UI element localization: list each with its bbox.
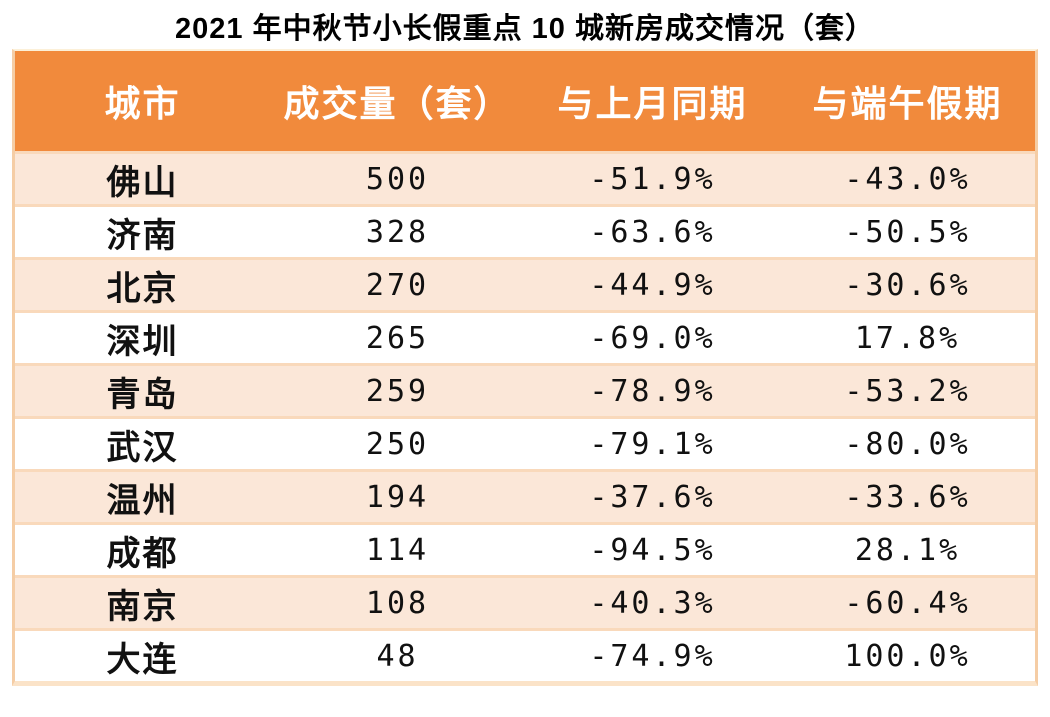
value-cell: -60.4%: [780, 575, 1035, 628]
table-row: 佛山 500 -51.9% -43.0%: [15, 151, 1035, 204]
header-row: 城市 成交量（套） 与上月同期 与端午假期: [15, 51, 1035, 151]
value-cell: -37.6%: [525, 469, 780, 522]
value-cell: -30.6%: [780, 257, 1035, 310]
value-cell: -79.1%: [525, 416, 780, 469]
value-cell: 108: [270, 575, 525, 628]
value-cell: 48: [270, 628, 525, 681]
value-cell: -63.6%: [525, 204, 780, 257]
city-cell: 深圳: [15, 310, 270, 363]
city-cell: 青岛: [15, 363, 270, 416]
table-row: 武汉 250 -79.1% -80.0%: [15, 416, 1035, 469]
value-cell: 17.8%: [780, 310, 1035, 363]
data-table: 城市 成交量（套） 与上月同期 与端午假期 佛山 500 -51.9% -43.0% 济南 32…: [12, 49, 1038, 686]
city-cell: 济南: [15, 204, 270, 257]
value-cell: -94.5%: [525, 522, 780, 575]
value-cell: 28.1%: [780, 522, 1035, 575]
table-head: 城市 成交量（套） 与上月同期 与端午假期: [15, 51, 1035, 151]
table-row: 济南 328 -63.6% -50.5%: [15, 204, 1035, 257]
table-row: 青岛 259 -78.9% -53.2%: [15, 363, 1035, 416]
value-cell: 194: [270, 469, 525, 522]
city-cell: 大连: [15, 628, 270, 681]
table-row: 北京 270 -44.9% -30.6%: [15, 257, 1035, 310]
value-cell: -80.0%: [780, 416, 1035, 469]
column-header: 成交量（套）: [270, 51, 525, 151]
value-cell: 100.0%: [780, 628, 1035, 681]
table-row: 南京 108 -40.3% -60.4%: [15, 575, 1035, 628]
value-cell: 265: [270, 310, 525, 363]
table-row: 成都 114 -94.5% 28.1%: [15, 522, 1035, 575]
value-cell: -40.3%: [525, 575, 780, 628]
city-cell: 温州: [15, 469, 270, 522]
table-body: 佛山 500 -51.9% -43.0% 济南 328 -63.6% -50.5% 北京 270-…: [15, 151, 1035, 681]
value-cell: -33.6%: [780, 469, 1035, 522]
value-cell: -74.9%: [525, 628, 780, 681]
city-cell: 成都: [15, 522, 270, 575]
value-cell: -50.5%: [780, 204, 1035, 257]
column-header: 与端午假期: [780, 51, 1035, 151]
value-cell: -51.9%: [525, 151, 780, 204]
city-cell: 南京: [15, 575, 270, 628]
value-cell: 250: [270, 416, 525, 469]
value-cell: 270: [270, 257, 525, 310]
column-header: 与上月同期: [525, 51, 780, 151]
table-row: 温州 194 -37.6% -33.6%: [15, 469, 1035, 522]
table-row: 深圳 265 -69.0% 17.8%: [15, 310, 1035, 363]
value-cell: -78.9%: [525, 363, 780, 416]
city-cell: 佛山: [15, 151, 270, 204]
value-cell: -44.9%: [525, 257, 780, 310]
table-row: 大连 48 -74.9% 100.0%: [15, 628, 1035, 681]
value-cell: -69.0%: [525, 310, 780, 363]
value-cell: 114: [270, 522, 525, 575]
column-header: 城市: [15, 51, 270, 151]
value-cell: 500: [270, 151, 525, 204]
city-cell: 武汉: [15, 416, 270, 469]
value-cell: 259: [270, 363, 525, 416]
value-cell: 328: [270, 204, 525, 257]
city-cell: 北京: [15, 257, 270, 310]
value-cell: -43.0%: [780, 151, 1035, 204]
page-title: 2021 年中秋节小长假重点 10 城新房成交情况（套）: [175, 13, 875, 45]
value-cell: -53.2%: [780, 363, 1035, 416]
